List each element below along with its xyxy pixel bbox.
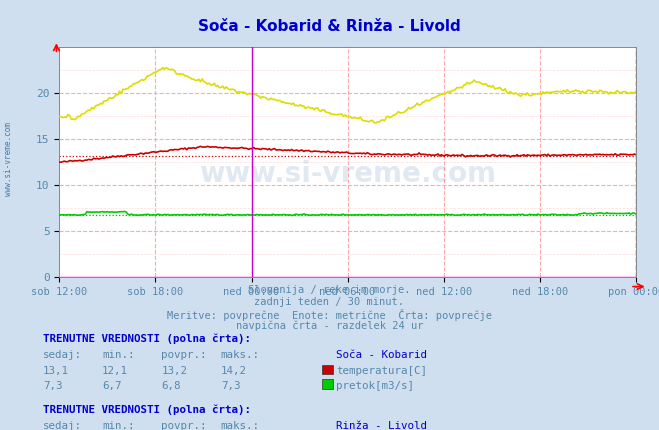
Text: min.:: min.: — [102, 421, 134, 430]
Text: 13,1: 13,1 — [43, 366, 69, 376]
Text: 6,8: 6,8 — [161, 381, 181, 390]
Text: Meritve: povprečne  Enote: metrične  Črta: povprečje: Meritve: povprečne Enote: metrične Črta:… — [167, 309, 492, 321]
Text: TRENUTNE VREDNOSTI (polna črta):: TRENUTNE VREDNOSTI (polna črta): — [43, 333, 251, 344]
Text: Slovenija / reke in morje.: Slovenija / reke in morje. — [248, 285, 411, 295]
Text: povpr.:: povpr.: — [161, 350, 207, 359]
Text: sedaj:: sedaj: — [43, 350, 82, 359]
Text: www.si-vreme.com: www.si-vreme.com — [199, 160, 496, 188]
Text: 14,2: 14,2 — [221, 366, 246, 376]
Text: 7,3: 7,3 — [43, 381, 63, 390]
Text: pretok[m3/s]: pretok[m3/s] — [336, 381, 414, 390]
Text: www.si-vreme.com: www.si-vreme.com — [4, 122, 13, 196]
Text: TRENUTNE VREDNOSTI (polna črta):: TRENUTNE VREDNOSTI (polna črta): — [43, 404, 251, 415]
Text: 12,1: 12,1 — [102, 366, 128, 376]
Text: sedaj:: sedaj: — [43, 421, 82, 430]
Text: maks.:: maks.: — [221, 421, 260, 430]
Text: Rinža - Livold: Rinža - Livold — [336, 421, 427, 430]
Text: 13,2: 13,2 — [161, 366, 187, 376]
Text: Soča - Kobarid & Rinža - Livold: Soča - Kobarid & Rinža - Livold — [198, 19, 461, 34]
Text: min.:: min.: — [102, 350, 134, 359]
Text: Soča - Kobarid: Soča - Kobarid — [336, 350, 427, 359]
Text: povpr.:: povpr.: — [161, 421, 207, 430]
Text: 6,7: 6,7 — [102, 381, 122, 390]
Text: 7,3: 7,3 — [221, 381, 241, 390]
Text: zadnji teden / 30 minut.: zadnji teden / 30 minut. — [254, 297, 405, 307]
Text: temperatura[C]: temperatura[C] — [336, 366, 427, 376]
Text: maks.:: maks.: — [221, 350, 260, 359]
Text: navpična črta - razdelek 24 ur: navpična črta - razdelek 24 ur — [236, 321, 423, 331]
